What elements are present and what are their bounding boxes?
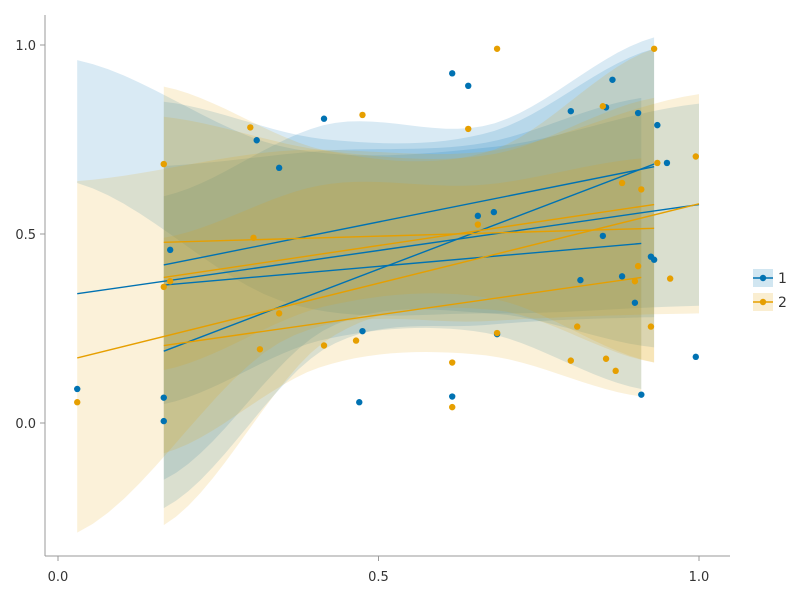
data-point-series-2-22: [612, 367, 619, 375]
data-point-series-2-1: [74, 399, 81, 406]
x-ticks: 0.0 0.5 1.0: [48, 556, 710, 585]
data-point-series-2-21: [602, 355, 610, 362]
x-tick-label: 0.0: [48, 570, 69, 585]
data-point-series-1-4: [166, 246, 174, 254]
data-point-series-1-23: [634, 109, 642, 117]
data-point-series-2-2: [160, 160, 167, 168]
data-point-series-1-7: [320, 115, 328, 122]
regression-line-series-2-8: [163, 203, 655, 279]
data-point-series-2-30: [666, 275, 674, 282]
data-point-series-1-9: [359, 327, 366, 335]
y-tick-label: 0.0: [15, 417, 36, 432]
data-point-series-2-19: [574, 323, 581, 330]
data-point-series-2-4: [166, 278, 174, 285]
data-point-series-2-5: [247, 124, 254, 131]
data-point-series-1-20: [609, 76, 616, 83]
data-point-series-1-5: [253, 137, 260, 144]
regression-line-series-1-4: [163, 166, 655, 266]
data-point-series-1-16: [567, 107, 574, 115]
data-point-series-2-10: [352, 337, 360, 344]
data-point-series-1-10: [449, 393, 456, 400]
confidence-band-series-1-3: [163, 97, 642, 405]
data-point-series-2-9: [320, 342, 328, 349]
legend-marker-2: [759, 298, 767, 306]
data-point-series-1-26: [650, 256, 658, 263]
confidence-band-series-2-8: [163, 48, 655, 526]
data-point-series-2-25: [634, 262, 642, 270]
confidence-band-series-2-6: [163, 97, 655, 371]
regression-line-series-1-3: [163, 242, 642, 286]
data-point-series-2-6: [250, 234, 257, 241]
y-tick-label: 1.0: [15, 39, 36, 54]
data-point-series-2-16: [493, 329, 501, 337]
data-point-series-1-13: [474, 212, 482, 220]
data-point-series-1-14: [490, 208, 498, 216]
data-point-series-1-2: [160, 394, 167, 401]
regression-line-series-2-6: [163, 227, 655, 244]
data-point-series-1-28: [663, 159, 671, 167]
data-point-series-1-18: [599, 232, 607, 240]
data-point-series-1-1: [74, 385, 81, 393]
data-point-series-2-28: [650, 45, 658, 52]
legend: 12: [753, 269, 787, 311]
confidence-band-series-1-2: [163, 37, 655, 509]
data-point-series-1-17: [577, 276, 584, 284]
data-point-series-1-29: [692, 353, 699, 361]
data-point-series-2-3: [160, 283, 167, 291]
data-point-series-1-6: [275, 164, 283, 172]
data-point-series-2-18: [567, 357, 574, 364]
confidence-bands: [77, 37, 699, 533]
data-point-series-2-17: [493, 45, 501, 52]
data-point-series-2-8: [275, 310, 283, 317]
legend-label-2: 2: [778, 295, 787, 311]
data-point-series-1-27: [654, 121, 661, 129]
regression-line-series-1-1: [77, 203, 700, 295]
data-point-series-1-11: [449, 70, 456, 77]
legend-label-1: 1: [778, 271, 787, 287]
regression-line-series-1-2: [163, 163, 655, 352]
data-point-series-2-24: [631, 278, 639, 285]
data-point-series-2-12: [449, 359, 456, 366]
x-tick-label: 0.5: [368, 570, 389, 585]
data-point-series-1-8: [356, 399, 363, 406]
x-tick-label: 1.0: [689, 570, 710, 585]
data-point-series-2-13: [449, 403, 456, 411]
data-point-series-2-15: [474, 221, 482, 228]
data-point-series-2-7: [256, 346, 264, 353]
data-points: [74, 45, 699, 425]
legend-marker-1: [759, 274, 767, 282]
regression-lines: [77, 163, 700, 359]
data-point-series-2-20: [599, 103, 607, 110]
data-point-series-2-31: [692, 153, 699, 160]
data-point-series-2-27: [647, 323, 655, 330]
y-ticks: 0.0 0.5 1.0: [15, 39, 45, 432]
data-point-series-1-3: [160, 417, 167, 425]
data-point-series-1-12: [465, 82, 472, 90]
data-point-series-1-24: [638, 391, 645, 398]
data-point-series-2-29: [654, 159, 661, 167]
axes: [44, 15, 730, 557]
data-point-series-2-26: [638, 186, 645, 193]
regression-line-series-2-7: [163, 276, 642, 347]
data-point-series-2-14: [465, 125, 472, 133]
data-point-series-2-23: [618, 179, 626, 187]
data-point-series-2-11: [359, 111, 366, 119]
data-point-series-1-22: [631, 299, 639, 306]
y-tick-label: 0.5: [15, 228, 36, 243]
data-point-series-1-21: [618, 273, 626, 280]
